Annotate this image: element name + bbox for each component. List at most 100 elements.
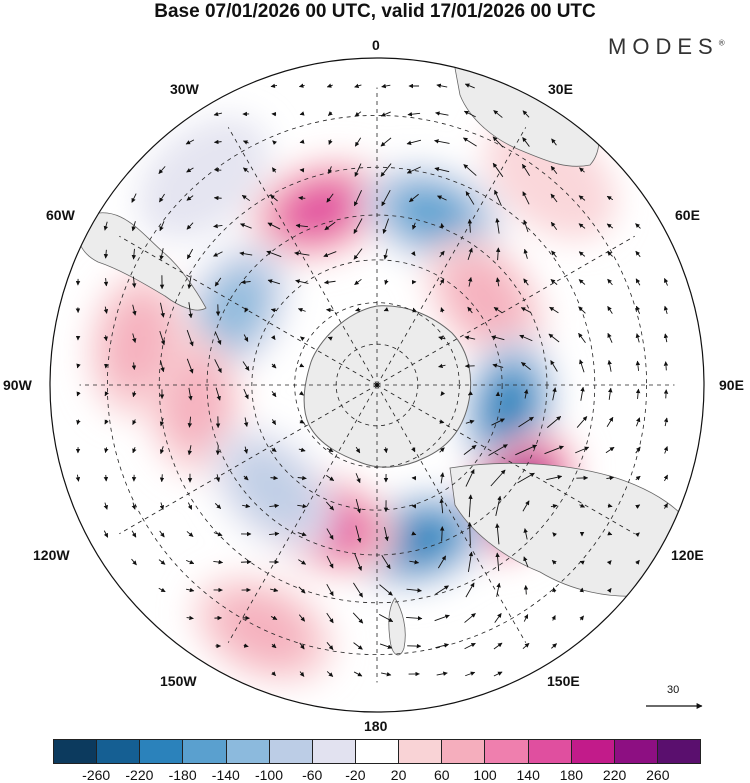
- wind-vector: [186, 615, 194, 621]
- wind-vector: [186, 195, 194, 201]
- wind-vector: [663, 305, 669, 314]
- wind-vector: [354, 278, 362, 286]
- anomaly-contour-pos-2: [446, 256, 526, 344]
- wind-vector: [494, 613, 502, 623]
- meridian-line: [119, 384, 378, 535]
- wind-vector: [383, 248, 388, 260]
- meridian-line: [376, 235, 635, 386]
- brand-name: MODES: [608, 34, 719, 59]
- wind-vector: [523, 389, 529, 399]
- wind-vector: [131, 502, 137, 510]
- wind-vector: [158, 166, 166, 174]
- wind-vector: [492, 162, 504, 178]
- wind-vector: [384, 527, 389, 542]
- wind-vector: [411, 447, 416, 453]
- wind-vector: [270, 335, 276, 341]
- wind-vector: [297, 531, 307, 537]
- colorbar-swatch: [614, 740, 658, 763]
- wind-vector: [243, 417, 249, 427]
- wind-vector: [299, 642, 305, 650]
- colorbar-swatch: [312, 740, 356, 763]
- wind-vector: [131, 558, 137, 566]
- wind-vector: [298, 447, 306, 452]
- wind-vector: [131, 530, 137, 538]
- wind-vector: [522, 500, 530, 512]
- wind-vector: [326, 671, 334, 677]
- colorbar-tick-label: -260: [82, 767, 111, 783]
- wind-vector: [299, 419, 305, 424]
- anomaly-contour-neg-3: [486, 374, 532, 442]
- wind-vector: [409, 193, 419, 203]
- wind-vector: [495, 495, 502, 516]
- wind-vector: [355, 446, 361, 454]
- wind-vector: [635, 223, 641, 229]
- wind-vector-field: [75, 83, 669, 677]
- wind-vector: [578, 279, 586, 285]
- wind-vector: [494, 189, 502, 206]
- wind-vector: [159, 446, 165, 455]
- wind-vector: [550, 165, 558, 175]
- wind-vector: [159, 331, 166, 346]
- wind-vector: [664, 278, 669, 286]
- wind-vector: [187, 275, 192, 290]
- colorbar-swatch: [571, 740, 615, 763]
- wind-vector: [468, 494, 473, 518]
- wind-vector: [159, 221, 165, 232]
- latitude-circle: [106, 114, 648, 656]
- wind-vector: [299, 363, 305, 368]
- wind-vector: [552, 532, 558, 538]
- wind-vector: [131, 362, 137, 370]
- wind-vector: [325, 501, 335, 511]
- wind-vector: [160, 360, 165, 373]
- wind-vector: [295, 279, 309, 284]
- wind-vector: [412, 222, 417, 230]
- wind-vector: [515, 444, 538, 456]
- label-lon-30e: 30E: [548, 81, 573, 97]
- wind-vector: [214, 277, 222, 287]
- wind-vector: [438, 335, 446, 341]
- wind-vector: [132, 419, 137, 425]
- colorbar-swatch: [97, 740, 141, 763]
- label-lon-0: 0: [372, 37, 380, 53]
- wind-vector: [244, 307, 249, 313]
- wind-vector: [550, 221, 558, 231]
- wind-vector: [579, 560, 585, 565]
- wind-vector: [412, 307, 417, 313]
- colorbar-tick-label: -60: [302, 767, 323, 783]
- wind-vector: [406, 139, 422, 145]
- wind-vector: [463, 137, 477, 147]
- wind-vector: [606, 195, 614, 201]
- wind-vector: [606, 416, 614, 428]
- wind-vector: [354, 111, 362, 117]
- wind-vector: [159, 502, 165, 510]
- wind-vector: [521, 362, 531, 370]
- colorbar-swatch: [54, 740, 98, 763]
- wind-vector: [636, 417, 641, 427]
- wind-vector: [491, 418, 505, 426]
- wind-vector: [382, 218, 390, 234]
- colorbar-swatch: [226, 740, 270, 763]
- wind-vector: [464, 335, 476, 340]
- wind-vector: [326, 528, 334, 540]
- wind-vector: [213, 559, 224, 565]
- wind-vector: [188, 387, 193, 401]
- wind-vector: [242, 361, 250, 371]
- wind-vector: [270, 475, 279, 481]
- wind-vector: [326, 193, 334, 203]
- wind-vector: [437, 195, 447, 201]
- wind-vector: [635, 333, 641, 343]
- wind-vector: [579, 615, 584, 621]
- wind-vector: [439, 526, 445, 542]
- wind-vector: [75, 474, 81, 482]
- label-lon-120w: 120W: [33, 547, 70, 563]
- wind-vector: [606, 475, 615, 481]
- wind-vector: [435, 111, 449, 116]
- wind-vector: [607, 587, 612, 593]
- wind-vector: [548, 333, 560, 343]
- wind-vector: [467, 276, 473, 287]
- wind-vector: [578, 332, 586, 343]
- wind-vector: [327, 166, 333, 175]
- wind-vector: [103, 221, 109, 231]
- wind-vector: [551, 643, 557, 649]
- brand-registered-mark: ®: [718, 38, 725, 48]
